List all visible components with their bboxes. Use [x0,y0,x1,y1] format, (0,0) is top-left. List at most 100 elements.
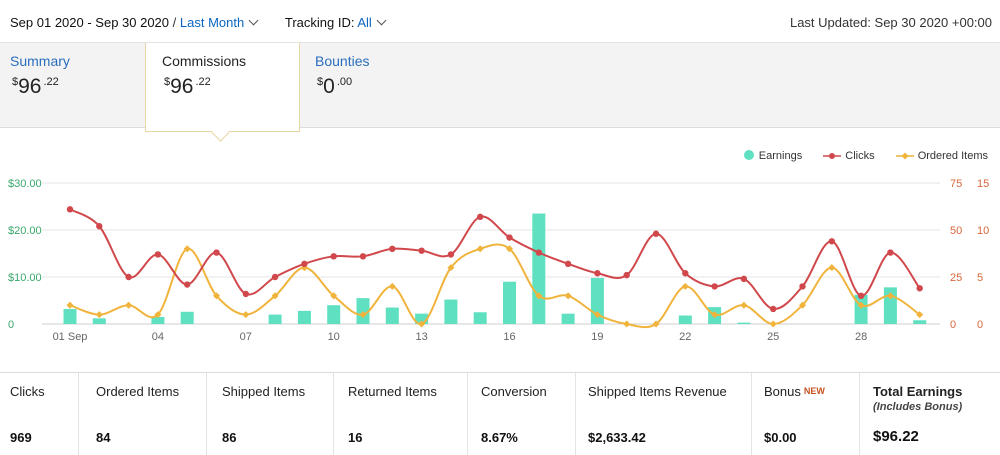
left-axis-tick: $10.00 [8,272,42,284]
ordered-items-point [154,311,162,319]
x-axis-tick: 19 [591,331,603,343]
stat-value: 84 [96,430,111,445]
stat-sublabel: (Includes Bonus) [873,401,963,413]
stats-bar: Clicks 969 Ordered Items 84 Shipped Item… [0,372,1000,455]
legend-earnings-label: Earnings [758,150,803,163]
earnings-bar [327,305,341,324]
clicks-point [594,270,601,277]
legend-ordered-items[interactable]: Ordered Items [895,150,988,162]
ordered-items-point [769,320,777,328]
ordered-items-point [652,320,660,328]
amount-integer: 96 [18,75,42,98]
clicks-point [740,275,748,283]
date-range: Sep 01 2020 - Sep 30 2020 [10,15,170,30]
tab-bounties-label[interactable]: Bounties [315,53,370,69]
clicks-point [887,249,894,256]
chevron-down-icon[interactable] [248,15,259,26]
x-axis-tick: 13 [415,331,427,343]
stat-value: $2,633.42 [588,430,646,445]
stat-label: Clicks [10,384,45,399]
right-axis-items-tick: 15 [977,178,989,190]
clicks-point [418,247,425,254]
right-axis-clicks-tick: 50 [950,225,962,237]
earnings-bar [532,213,546,324]
earnings-bar [561,313,575,324]
report-tabs: Summary $96.22 Commissions $96.22 Bounti… [0,43,1000,132]
clicks-point [125,273,132,281]
tab-bounties[interactable]: Bounties $0.00 [305,43,445,127]
clicks-line-icon [823,153,842,160]
stat-shipped-revenue: Shipped Items Revenue $2,633.42 [576,373,752,455]
stat-value: 8.67% [481,430,518,445]
tab-commissions-value: $96.22 [164,75,211,99]
stat-label: Ordered Items [96,384,180,399]
clicks-point [213,249,220,256]
clicks-point [682,270,689,277]
clicks-point [184,281,191,288]
stat-value: 16 [348,430,363,445]
stat-label: Bonus NEW [764,384,825,399]
currency-symbol: $ [164,76,171,88]
ordered-items-line [69,243,921,329]
stat-value: $0.00 [764,430,797,445]
amount-decimal: .22 [195,76,211,88]
ordered-items-point [330,292,338,300]
ordered-items-point [95,311,103,319]
legend-earnings[interactable]: Earnings [743,150,803,163]
right-axis-items-tick: 0 [977,319,983,331]
tab-summary-label[interactable]: Summary [10,53,70,69]
ordered-items-point [183,245,191,253]
date-separator: / [172,15,177,30]
ordered-items-point [476,245,484,253]
clicks-point [66,206,74,213]
ordered-items-point [242,311,250,319]
chart-legend: Earnings Clicks Ordered Items [726,150,988,162]
ordered-items-point [740,301,748,309]
right-axis-items-tick: 10 [977,225,989,237]
chevron-down-icon[interactable] [376,15,387,26]
clicks-point [330,253,337,260]
left-axis-tick: $30.00 [8,178,42,190]
legend-clicks[interactable]: Clicks [823,150,875,163]
earnings-bar [180,311,194,324]
ordered-items-point [418,320,426,328]
tab-summary[interactable]: Summary $96.22 [0,43,145,127]
right-axis-clicks-tick: 75 [950,178,962,190]
earnings-bar [297,310,311,324]
ordered-items-point [623,320,631,328]
ordered-items-point [828,264,836,272]
ordered-items-point [66,301,74,309]
clicks-point [506,234,513,241]
clicks-point [857,292,865,299]
tab-commissions[interactable]: Commissions $96.22 [145,43,300,132]
period-dropdown[interactable]: Last Month [179,15,245,30]
earnings-bar [678,315,692,324]
stat-bonus-label: Bonus [764,384,801,399]
stat-value: 86 [222,430,237,445]
tab-commissions-label[interactable]: Commissions [162,53,247,69]
earnings-bar [913,320,927,324]
stat-bonus: Bonus NEW $0.00 [752,373,860,455]
ordered-items-point [447,264,455,272]
clicks-point [564,260,572,268]
stat-label: Shipped Items [222,384,306,399]
left-axis-tick: 0 [8,319,14,331]
amount-decimal: .22 [43,76,59,88]
right-axis-items-tick: 5 [977,272,983,284]
clicks-point [389,245,396,252]
earnings-swatch-icon [743,150,754,161]
clicks-point [535,249,542,256]
tracking-id-dropdown[interactable]: All [357,15,372,30]
stat-shipped-items: Shipped Items 86 [207,373,334,455]
legend-clicks-label: Clicks [845,150,875,163]
clicks-point [447,251,455,258]
ordered-items-point [886,292,894,300]
earnings-bar [63,308,77,324]
ordered-items-point [711,311,719,319]
stat-ordered-items: Ordered Items 84 [79,373,207,455]
ordered-items-point [212,292,221,300]
ordered-items-point [271,292,279,300]
x-axis-tick: 16 [503,331,515,343]
currency-symbol: $ [12,76,19,88]
